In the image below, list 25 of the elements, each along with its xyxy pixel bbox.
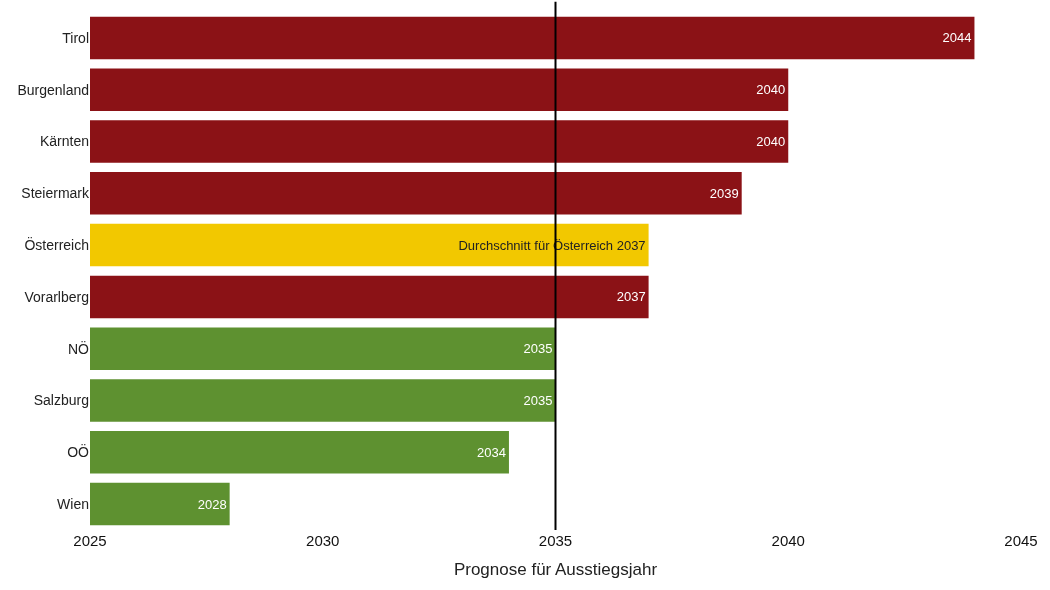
data-label: 2034 [477,444,506,460]
data-label: 2028 [197,496,227,512]
x-tick-label: 2040 [771,532,805,549]
y-tick-label: NÖ [68,339,90,357]
x-tick-label: 2035 [538,532,573,549]
y-tick-label: Salzburg [33,392,89,409]
x-tick-label: 2030 [306,532,340,549]
y-tick-label: Burgenland [17,81,89,98]
y-tick-label: Tirol [62,29,89,46]
y-tick-label: Vorarlberg [24,288,89,305]
data-label: 2035 [523,341,553,357]
x-tick-label: 2025 [73,532,107,549]
y-tick-label: Österreich [24,236,89,253]
data-label: 2039 [709,185,739,201]
y-tick-label: Wien [57,496,89,512]
data-label: 2044 [942,30,972,46]
data-label: 2040 [756,134,786,149]
y-tick-label: Steiermark [21,185,90,202]
x-tick-label: 2045 [1004,532,1038,549]
data-label: 2035 [523,393,553,408]
x-axis-title: Prognose für Ausstiegsjahr [453,560,658,580]
data-label: 2037 [616,289,646,305]
data-label: 2040 [756,82,786,98]
y-tick-label: OÖ [67,443,90,461]
y-tick-label: Kärnten [39,133,89,150]
